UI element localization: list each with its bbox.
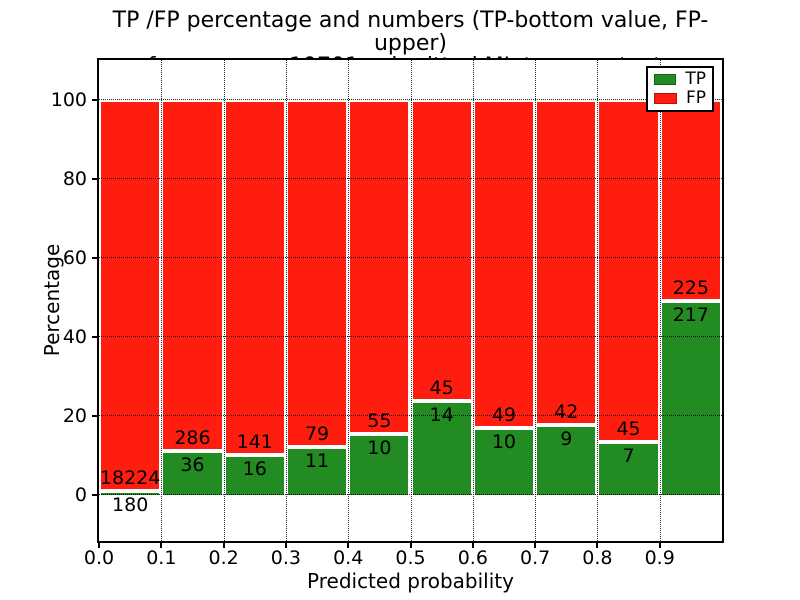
legend-swatch-tp (654, 74, 677, 85)
x-tick-label: 0.6 (457, 547, 488, 569)
x-tick-mark (98, 543, 100, 548)
x-tick-mark (534, 543, 537, 548)
x-tick-mark (222, 543, 225, 548)
x-tick-mark (658, 543, 661, 548)
x-tick-mark (471, 543, 474, 548)
grid-line-v (348, 60, 350, 541)
grid-line-v (597, 60, 599, 541)
bar-segment-fp (659, 100, 722, 302)
annotation-tp-count: 36 (180, 453, 205, 476)
annotation-fp-count: 79 (304, 422, 330, 445)
bar-segment-tp (161, 450, 224, 495)
annotation-fp-count: 225 (672, 277, 709, 300)
grid-line-v (285, 60, 287, 541)
legend-swatch-fp (654, 93, 677, 104)
bar-segment-fp (161, 100, 224, 451)
annotation-fp-count: 45 (429, 377, 454, 400)
x-axis-label: Predicted probability (307, 569, 514, 593)
annotation-tp-count: 10 (367, 437, 392, 460)
y-tick-mark (92, 494, 97, 496)
annotation-fp-count: 49 (491, 404, 517, 427)
x-tick-label: 0.1 (146, 547, 177, 569)
x-tick-mark (409, 543, 412, 548)
x-tick-label: 0.0 (83, 547, 115, 569)
y-tick-mark (92, 336, 97, 338)
y-tick-label: 60 (62, 247, 87, 269)
y-tick-mark (92, 178, 97, 180)
bar-segment-fp (535, 100, 598, 426)
annotation-tp-count: 10 (491, 431, 517, 454)
bar-segment-fp (410, 100, 473, 402)
y-tick-mark (92, 415, 97, 417)
x-tick-label: 0.5 (395, 547, 426, 569)
y-tick-label: 20 (62, 405, 87, 427)
x-tick-mark (347, 543, 350, 548)
bar-segment-tp (348, 434, 411, 495)
legend-item-fp: FP (654, 90, 706, 107)
bar-segment-fp (348, 100, 411, 435)
annotation-tp-count: 11 (304, 449, 330, 472)
x-tick-mark (284, 543, 287, 548)
x-tick-label: 0.8 (582, 547, 613, 569)
y-tick-label: 0 (74, 484, 87, 506)
bar-segment-tp (410, 401, 473, 495)
x-tick-label: 0.4 (333, 547, 364, 569)
bar-segment-fp (597, 100, 660, 442)
legend-label-tp: TP (685, 69, 706, 89)
grid-line-v (472, 60, 474, 541)
grid-line-v (410, 60, 412, 541)
y-tick-mark (92, 99, 97, 101)
annotation-tp-count: 14 (429, 404, 454, 427)
bar-segment-tp (659, 301, 722, 495)
annotation-fp-count: 18224 (99, 467, 161, 490)
bar-segment-tp (223, 454, 286, 495)
annotation-fp-count: 55 (367, 410, 392, 433)
x-tick-mark (596, 543, 599, 548)
grid-line-v (659, 60, 661, 541)
bar-segment-tp (99, 491, 162, 495)
grid-line-v (161, 60, 163, 541)
bar-segment-tp (285, 446, 349, 495)
chart-title-line1: TP /FP percentage and numbers (TP-bottom… (112, 8, 709, 56)
grid-line-v (223, 60, 225, 541)
x-tick-mark (160, 543, 163, 548)
y-tick-label: 80 (62, 168, 87, 190)
bar-segment-tp (535, 425, 598, 495)
annotation-tp-count: 180 (112, 494, 149, 517)
x-tick-label: 0.3 (270, 547, 301, 569)
bar-segment-tp (472, 428, 536, 495)
bar-segment-fp (472, 100, 536, 429)
annotation-fp-count: 45 (616, 417, 641, 440)
x-tick-label: 0.9 (644, 547, 675, 569)
legend-item-tp: TP (654, 71, 706, 88)
x-tick-label: 0.7 (519, 547, 551, 569)
x-tick-label: 0.2 (208, 547, 239, 569)
grid-line-v (535, 60, 537, 541)
bar-segment-tp (597, 441, 660, 495)
annotation-tp-count: 16 (242, 457, 267, 480)
y-tick-label: 40 (62, 326, 87, 348)
annotation-tp-count: 9 (560, 428, 573, 451)
y-tick-label: 100 (50, 89, 87, 111)
annotation-fp-count: 42 (554, 401, 579, 424)
bar-segment-fp (99, 100, 162, 492)
bar-segment-fp (285, 100, 349, 447)
y-tick-mark (92, 257, 97, 259)
legend: TP FP (646, 66, 714, 112)
bar-segment-fp (223, 100, 286, 455)
annotation-fp-count: 286 (174, 426, 211, 449)
annotation-tp-count: 7 (622, 444, 635, 467)
annotation-fp-count: 141 (236, 430, 273, 453)
legend-label-fp: FP (685, 88, 706, 108)
annotation-tp-count: 217 (672, 304, 709, 327)
